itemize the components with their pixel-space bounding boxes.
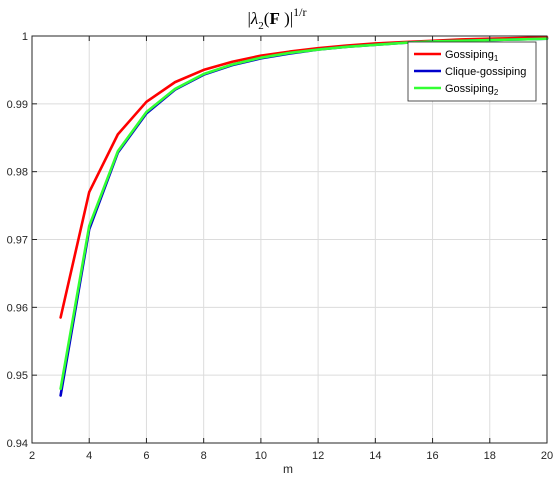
x-tick-label: 12 <box>312 450 324 462</box>
x-tick-label: 2 <box>29 450 35 462</box>
x-tick-label: 14 <box>369 450 381 462</box>
x-axis-label: m <box>283 462 293 476</box>
x-tick-label: 6 <box>143 450 149 462</box>
y-tick-label: 0.98 <box>7 167 28 179</box>
y-tick-label: 0.94 <box>7 438 28 450</box>
x-tick-label: 4 <box>86 450 92 462</box>
title-subscript: 2 <box>258 20 264 32</box>
title-bar-close: | <box>290 9 293 28</box>
x-tick-label: 8 <box>201 450 207 462</box>
y-tick-label: 0.96 <box>7 302 28 314</box>
title-paren-close: ) <box>280 9 290 28</box>
title-symbol: λ <box>250 9 258 28</box>
x-tick-label: 10 <box>255 450 267 462</box>
legend-entry-name: Gossiping <box>445 83 494 95</box>
chart-title: |λ2(F )|1/r <box>247 5 306 32</box>
legend-entry: Gossiping2 <box>445 83 499 97</box>
x-tick-label: 18 <box>484 450 496 462</box>
y-tick-label: 0.97 <box>7 235 28 247</box>
y-tick-label: 0.99 <box>7 99 28 111</box>
title-paren-open: ( <box>264 9 270 28</box>
legend-entry-subscript: 1 <box>494 54 499 63</box>
x-tick-label: 16 <box>426 450 438 462</box>
title-bar-open: | <box>247 9 250 28</box>
legend-entry: Gossiping1 <box>445 49 499 63</box>
series-line-2 <box>59 37 549 391</box>
legend-entry-subscript: 2 <box>494 88 499 97</box>
x-tick-label: 20 <box>541 450 553 462</box>
y-tick-label: 1 <box>22 31 28 43</box>
y-tick-label: 0.95 <box>7 370 28 382</box>
legend-entry-name: Clique-gossiping <box>445 66 526 78</box>
title-matrix: F <box>269 9 279 28</box>
axis-ticks: 2 4 6 8 10 12 14 16 18 200.940.950.960.970.980.99… <box>7 31 554 462</box>
title-exponent: 1/r <box>293 5 306 19</box>
legend-entry-name: Gossiping <box>445 49 494 61</box>
legend-entry: Clique-gossiping <box>445 66 526 78</box>
series-lines <box>59 36 549 397</box>
series-line-0 <box>59 36 549 319</box>
